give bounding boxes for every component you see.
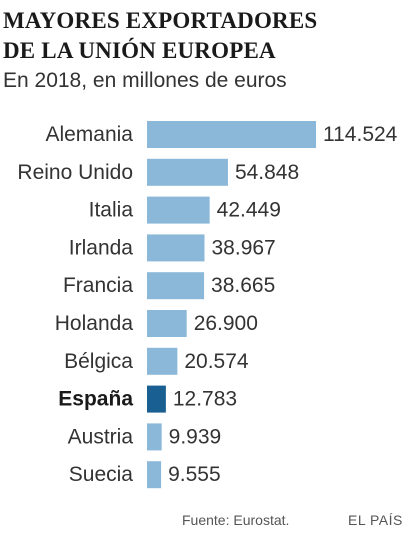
bar-irlanda (147, 234, 205, 262)
publisher-brand: EL PAÍS (348, 512, 403, 528)
category-label-francia: Francia (63, 274, 133, 297)
bar-alemania (147, 121, 316, 148)
chart-title-line-1: MAYORES EXPORTADORES (3, 8, 318, 33)
category-label-belgica: Bélgica (64, 350, 133, 373)
value-label-francia: 38.665 (211, 274, 275, 297)
category-label-suecia: Suecia (69, 463, 134, 486)
bar-francia (147, 272, 205, 300)
value-label-holanda: 26.900 (194, 312, 258, 335)
value-label-irlanda: 38.967 (212, 236, 276, 259)
value-label-suecia: 9.555 (168, 463, 221, 486)
category-label-italia: Italia (89, 199, 134, 222)
value-label-alemania: 114.524 (323, 123, 398, 146)
value-label-italia: 42.449 (217, 199, 281, 222)
category-label-espana: España (58, 388, 133, 411)
bar-suecia (147, 461, 162, 489)
bar-reino-unido (147, 158, 228, 186)
bar-italia (147, 196, 210, 224)
chart-title-line-2: DE LA UNIÓN EUROPEA (3, 38, 276, 63)
category-label-holanda: Holanda (55, 312, 134, 335)
bar-austria (147, 423, 162, 451)
value-label-belgica: 20.574 (184, 350, 249, 373)
category-label-alemania: Alemania (45, 123, 133, 146)
category-label-reino-unido: Reino Unido (17, 161, 133, 184)
chart-title: MAYORES EXPORTADORES DE LA UNIÓN EUROPEA (3, 6, 408, 66)
value-label-reino-unido: 54.848 (235, 161, 299, 184)
bar-chart: Alemania 114.524 Reino Unido 54.848 Italia 42… (17, 121, 398, 489)
bar-espana (147, 385, 166, 413)
source-note: Fuente: Eurostat. (182, 512, 290, 528)
chart-subtitle: En 2018, en millones de euros (3, 69, 287, 92)
bar-belgica (147, 347, 178, 375)
category-label-austria: Austria (68, 425, 134, 448)
value-label-espana: 12.783 (173, 388, 237, 411)
category-label-irlanda: Irlanda (69, 236, 134, 259)
value-label-austria: 9.939 (169, 425, 222, 448)
bar-holanda (147, 310, 187, 337)
